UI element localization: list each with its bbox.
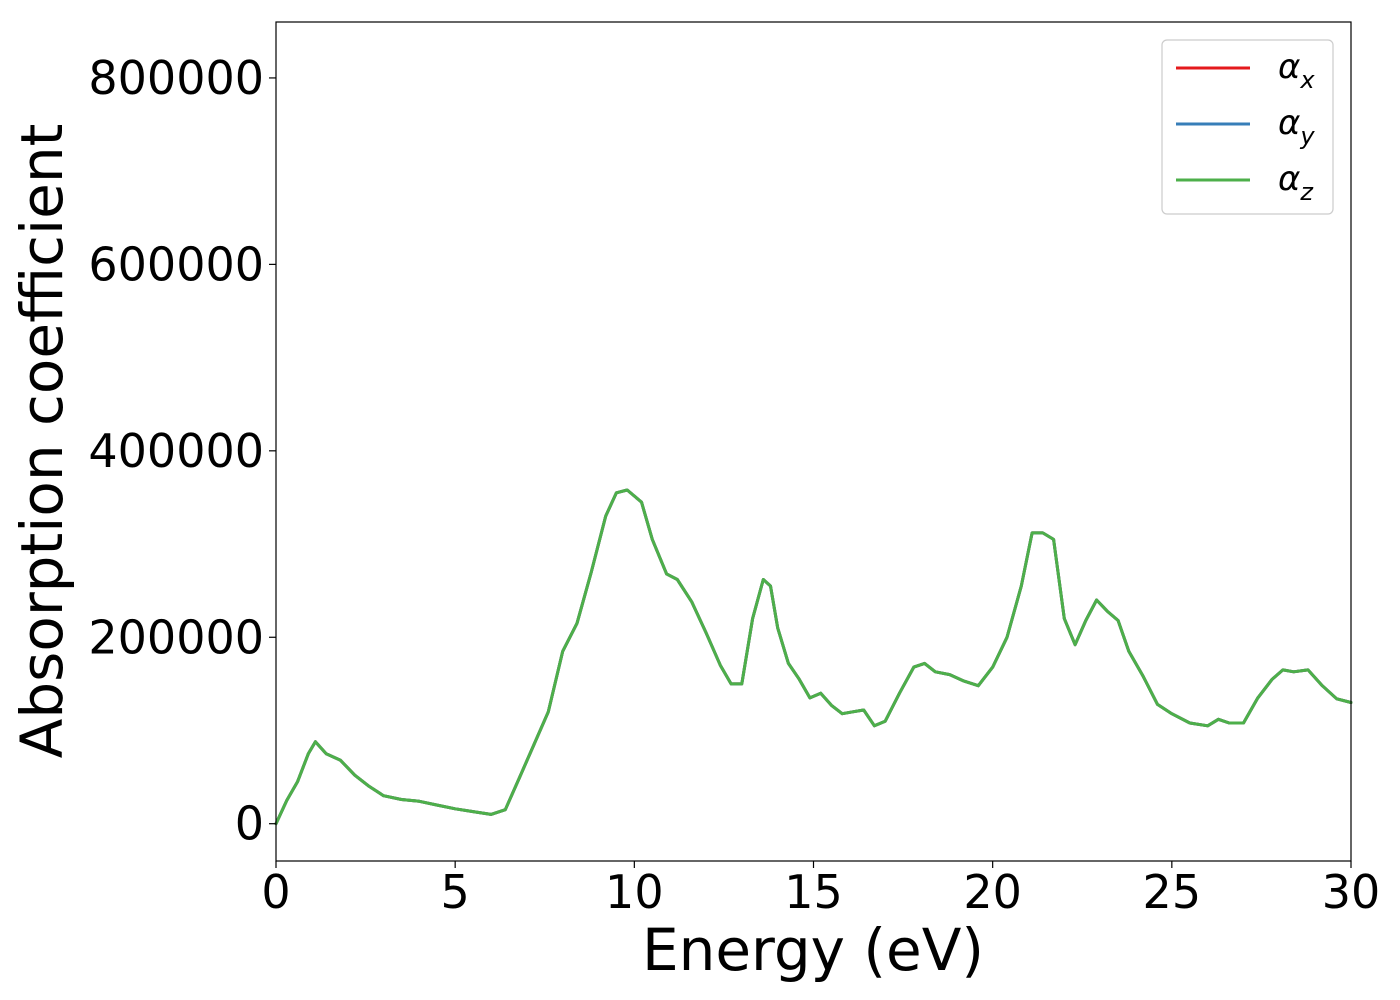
y-tick-label: 600000 (88, 237, 264, 291)
series-layer (274, 488, 1353, 826)
x-tick-label: 30 (1322, 865, 1381, 919)
x-axis-ticks: 0 5 10 15 20 25 30 (261, 861, 1380, 919)
legend-box (1161, 39, 1334, 215)
x-tick-label: 20 (963, 865, 1022, 919)
series-line-alpha-z (274, 488, 1353, 826)
legend-label-alpha-y: αy (1278, 103, 1315, 150)
x-tick-label: 5 (441, 865, 470, 919)
y-tick-label: 400000 (88, 424, 264, 478)
y-tick-label: 800000 (88, 51, 264, 105)
x-tick-label: 0 (261, 865, 290, 919)
y-axis-title: Absorption coefficient (8, 124, 76, 759)
x-tick-label: 10 (605, 865, 664, 919)
y-tick-label: 200000 (88, 610, 264, 664)
y-axis-ticks: 0 200000 400000 600000 800000 (88, 51, 276, 851)
x-axis-title: Energy (eV) (642, 916, 984, 984)
legend-label-alpha-x: αx (1278, 47, 1315, 94)
x-tick-label: 25 (1143, 865, 1202, 919)
y-tick-label: 0 (235, 797, 264, 851)
x-tick-label: 15 (784, 865, 843, 919)
